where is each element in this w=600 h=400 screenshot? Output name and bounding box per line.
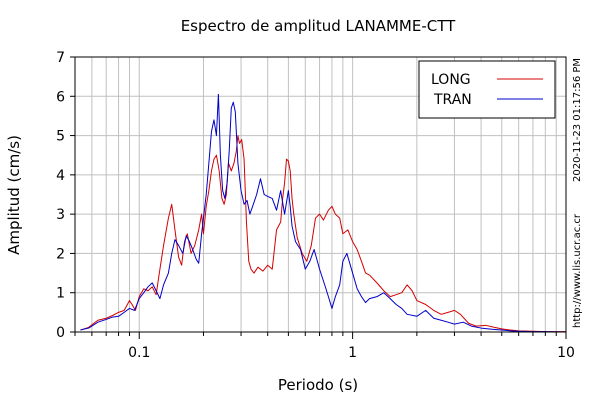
- grid: [75, 57, 566, 332]
- y-tick-label: 6: [56, 89, 65, 105]
- series-line-tran: [80, 93, 567, 333]
- x-axis-ticks: 0.1 1 10: [74, 332, 575, 361]
- y-tick-label: 7: [56, 50, 65, 66]
- x-tick-label: 1: [348, 345, 357, 361]
- y-tick-label: 0: [56, 325, 65, 341]
- y-axis-label: Amplitud (cm/s): [5, 135, 23, 255]
- x-tick-label: 0.1: [128, 345, 150, 361]
- y-tick-label: 3: [56, 207, 65, 223]
- series-line-long: [80, 135, 566, 333]
- y-axis-ticks: 0 1 2 3 4 5 6 7: [56, 50, 75, 341]
- y-tick-label: 2: [56, 246, 65, 262]
- y-tick-label: 5: [56, 129, 65, 145]
- x-axis-label: Periodo (s): [278, 376, 358, 394]
- plot-frame: [74, 56, 567, 333]
- timestamp-label: 2020-11-23 01:17:56 PM: [572, 58, 583, 182]
- series-layer: [80, 93, 567, 333]
- legend-label-tran: TRAN: [433, 92, 472, 108]
- y-tick-label: 1: [56, 286, 65, 302]
- legend-box: [418, 60, 556, 119]
- legend-label-long: LONG: [431, 72, 471, 88]
- website-url-label: http://www.lis.ucr.ac.cr: [572, 213, 583, 328]
- x-tick-label: 10: [557, 345, 575, 361]
- y-tick-label: 4: [56, 168, 65, 184]
- legend: LONG TRAN: [418, 60, 556, 119]
- chart-title: Espectro de amplitud LANAMME-CTT: [181, 17, 456, 35]
